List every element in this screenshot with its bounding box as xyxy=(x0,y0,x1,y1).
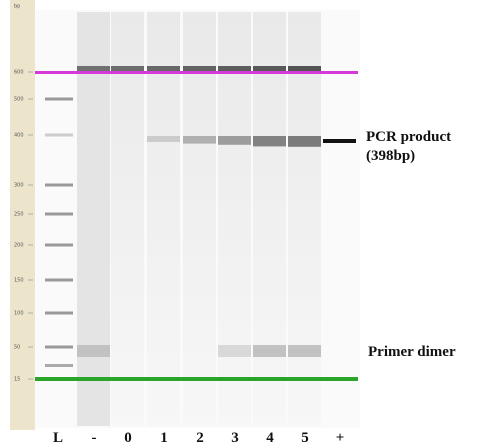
ladder-band xyxy=(45,134,73,137)
pcr-label: PCR product xyxy=(366,129,451,145)
marker-lower xyxy=(35,377,358,381)
ladder-band xyxy=(45,98,73,101)
size-tick-label: 600 xyxy=(14,70,24,76)
pcr-size-label: (398bp) xyxy=(366,148,415,164)
lane-smear xyxy=(183,12,216,426)
lane-label: + xyxy=(336,430,345,446)
pcr-band xyxy=(253,136,286,146)
size-tick-label: 150 xyxy=(14,278,24,284)
lane-label: 4 xyxy=(266,430,274,446)
dimer-band xyxy=(77,345,110,357)
lane-smear xyxy=(147,12,180,426)
lane-smear xyxy=(111,12,144,426)
lane-label: 3 xyxy=(231,430,239,446)
size-tick-label: 200 xyxy=(14,243,24,249)
gel-figure: bp PCR product (398bp) Primer dimer 600 5… xyxy=(0,0,481,448)
size-tick-label: 300 xyxy=(14,183,24,189)
pcr-band xyxy=(288,136,321,147)
pcr-band xyxy=(323,139,356,143)
ladder-band xyxy=(45,312,73,315)
lane-smear xyxy=(288,12,321,426)
size-tick-label: 50 xyxy=(14,345,20,351)
ladder-band xyxy=(45,244,73,247)
size-tick-label: 15 xyxy=(14,377,20,383)
lane-label: 0 xyxy=(124,430,132,446)
lane-label: L xyxy=(53,430,63,446)
lane-smear xyxy=(218,12,251,426)
dimer-band xyxy=(253,345,286,357)
lane-smear xyxy=(253,12,286,426)
lane-label: - xyxy=(92,430,97,446)
ladder-band xyxy=(45,346,73,349)
page: {"axis": {"unit": "bp", "ticks": ["600",… xyxy=(0,0,481,448)
lane-smear xyxy=(77,12,110,426)
lane-label: 5 xyxy=(301,430,309,446)
pcr-band xyxy=(183,136,216,144)
size-tick-label: 500 xyxy=(14,97,24,103)
dimer-band xyxy=(218,345,251,357)
lanes xyxy=(35,12,358,426)
size-tick-label: 100 xyxy=(14,311,24,317)
size-tick-label: 400 xyxy=(14,133,24,139)
marker-upper xyxy=(35,71,358,74)
pcr-band xyxy=(218,136,251,145)
pcr-band xyxy=(147,136,180,142)
lane-label: 1 xyxy=(160,430,168,446)
ladder-band xyxy=(45,364,73,367)
ladder-band xyxy=(45,184,73,187)
ladder-band xyxy=(45,213,73,216)
ladder-band xyxy=(45,279,73,282)
primer-dimer-label: Primer dimer xyxy=(368,344,456,360)
axis-unit: bp xyxy=(14,4,20,10)
dimer-band xyxy=(288,345,321,357)
size-tick-label: 250 xyxy=(14,212,24,218)
lane-label: 2 xyxy=(196,430,204,446)
